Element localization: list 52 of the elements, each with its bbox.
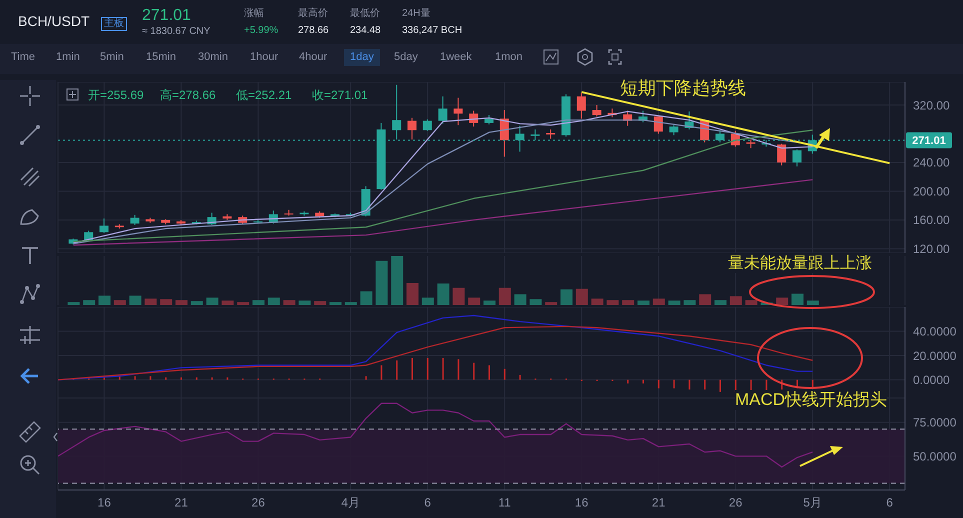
chart-title: BCH/USDT — [18, 13, 90, 29]
annotation: 短期下降趋势线 — [620, 78, 746, 100]
y-tick-label: 240.00 — [913, 156, 950, 170]
text: 1week — [440, 51, 472, 64]
y-tick-label: 160.00 — [913, 213, 950, 228]
x-tick-label: 21 — [652, 496, 666, 510]
y-tick-label: 20.0000 — [913, 348, 957, 363]
x-tick-label: 5月 — [803, 496, 822, 510]
x-tick-label: 26 — [252, 496, 266, 510]
y-tick-label: 0.0000 — [913, 373, 950, 388]
annotation: 收=271.01 — [312, 88, 368, 102]
text: 1day — [344, 49, 380, 66]
annotation: 高=278.66 — [160, 88, 216, 102]
y-tick-label: 50.0000 — [913, 449, 957, 464]
x-tick-label: 4月 — [341, 496, 360, 510]
text: 15min — [146, 51, 176, 64]
text: 最高价 — [298, 8, 328, 20]
text: 1min — [56, 51, 80, 64]
text: 24H量 — [402, 8, 430, 20]
text: 278.66 — [298, 25, 329, 37]
x-tick-label: 11 — [498, 496, 512, 510]
annotation: 开=255.69 — [88, 88, 144, 102]
y-tick-label: 320.00 — [913, 98, 950, 112]
annotation: 低=252.21 — [236, 88, 292, 102]
text: 主板 — [101, 17, 127, 31]
x-tick-label: 21 — [174, 496, 188, 510]
y-tick-label: 75.0000 — [913, 416, 957, 430]
annotation: MACD快线开始拐头 — [735, 390, 888, 410]
text: 1mon — [495, 51, 523, 64]
x-tick-label: 6 — [424, 496, 432, 510]
x-tick-label: 6 — [886, 496, 894, 510]
text: 271.01 — [142, 6, 191, 26]
text: ≈ 1830.67 CNY — [142, 26, 210, 38]
x-tick-label: 16 — [574, 496, 589, 510]
text: 1hour — [250, 51, 278, 64]
text: Time — [11, 51, 36, 64]
x-tick-label: 16 — [98, 496, 112, 510]
text: 最低价 — [350, 8, 380, 20]
text: 30min — [198, 51, 228, 64]
y-tick-label: 200.00 — [913, 184, 950, 198]
text: 234.48 — [350, 25, 381, 37]
ref-line-label: 271.01 — [912, 135, 946, 148]
annotation: 量未能放量跟上上涨 — [728, 254, 872, 274]
text: 4hour — [299, 51, 328, 64]
x-tick-label: 26 — [728, 496, 743, 510]
text: +5.99% — [244, 25, 278, 37]
text: 5min — [100, 51, 124, 64]
y-tick-label: 120.00 — [913, 242, 950, 256]
text: 涨幅 — [244, 8, 264, 20]
text: 336,247 BCH — [402, 25, 462, 37]
text: 5day — [394, 51, 418, 64]
y-tick-label: 40.0000 — [913, 324, 957, 339]
